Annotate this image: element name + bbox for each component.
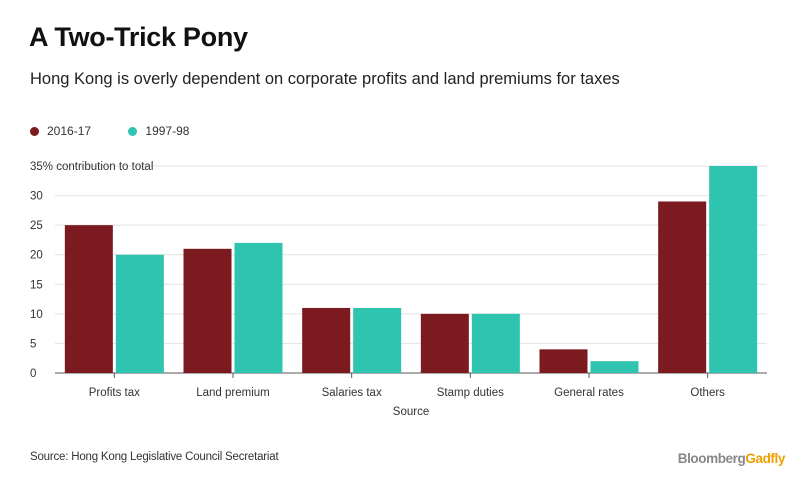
legend-item-1997-98: 1997-98 — [128, 124, 189, 138]
bar-profits-tax-1997-98 — [115, 254, 164, 373]
bar-others-1997-98 — [709, 166, 758, 373]
legend-swatch-1997-98 — [128, 126, 138, 136]
bar-salaries-tax-1997-98 — [353, 307, 402, 373]
x-tick-label-others: Others — [690, 387, 725, 399]
chart-title: A Two-Trick Pony — [29, 22, 248, 52]
legend: 2016-17 1997-98 — [30, 124, 223, 139]
y-axis-label: 35% contribution to total — [30, 161, 153, 173]
bar-general-rates-1997-98 — [590, 361, 639, 373]
source-note: Source: Hong Kong Legislative Council Se… — [30, 451, 279, 463]
y-tick-label-30: 30 — [30, 191, 43, 203]
bar-others-2016-17 — [658, 201, 707, 373]
y-tick-label-10: 10 — [30, 309, 43, 321]
x-tick-label-stamp-duties: Stamp duties — [437, 387, 504, 399]
legend-label-1997-98: 1997-98 — [145, 124, 190, 138]
bar-chart: 35% contribution to total 0 5 10 15 20 25 30 Pro… — [30, 161, 767, 418]
y-tick-label-15: 15 — [30, 279, 43, 291]
bar-stamp-duties-1997-98 — [471, 313, 520, 373]
x-tick-label-general-rates: General rates — [554, 387, 624, 399]
bar-stamp-duties-2016-17 — [420, 313, 469, 373]
y-tick-label-20: 20 — [30, 250, 43, 262]
x-axis-title: Source — [393, 406, 429, 418]
y-tick-label-25: 25 — [30, 220, 43, 232]
brand-logo: BloombergGadfly — [677, 451, 786, 466]
y-tick-label-5: 5 — [30, 338, 36, 350]
brand-gadfly: Gadfly — [745, 451, 785, 466]
legend-item-2016-17: 2016-17 — [30, 124, 91, 138]
chart-subtitle: Hong Kong is overly dependent on corpora… — [30, 70, 620, 88]
x-tick-label-profits-tax: Profits tax — [89, 387, 140, 399]
bar-land-premium-1997-98 — [234, 242, 283, 373]
brand-bloomberg: Bloomberg — [677, 451, 746, 466]
bar-general-rates-2016-17 — [539, 349, 588, 373]
legend-swatch-2016-17 — [30, 126, 39, 136]
bar-salaries-tax-2016-17 — [302, 307, 351, 373]
legend-label-2016-17: 2016-17 — [47, 124, 92, 138]
y-tick-label-0: 0 — [30, 368, 36, 380]
bar-land-premium-2016-17 — [183, 248, 232, 373]
bar-profits-tax-2016-17 — [64, 225, 113, 373]
x-tick-label-salaries-tax: Salaries tax — [322, 387, 382, 399]
x-tick-label-land-premium: Land premium — [196, 387, 270, 399]
